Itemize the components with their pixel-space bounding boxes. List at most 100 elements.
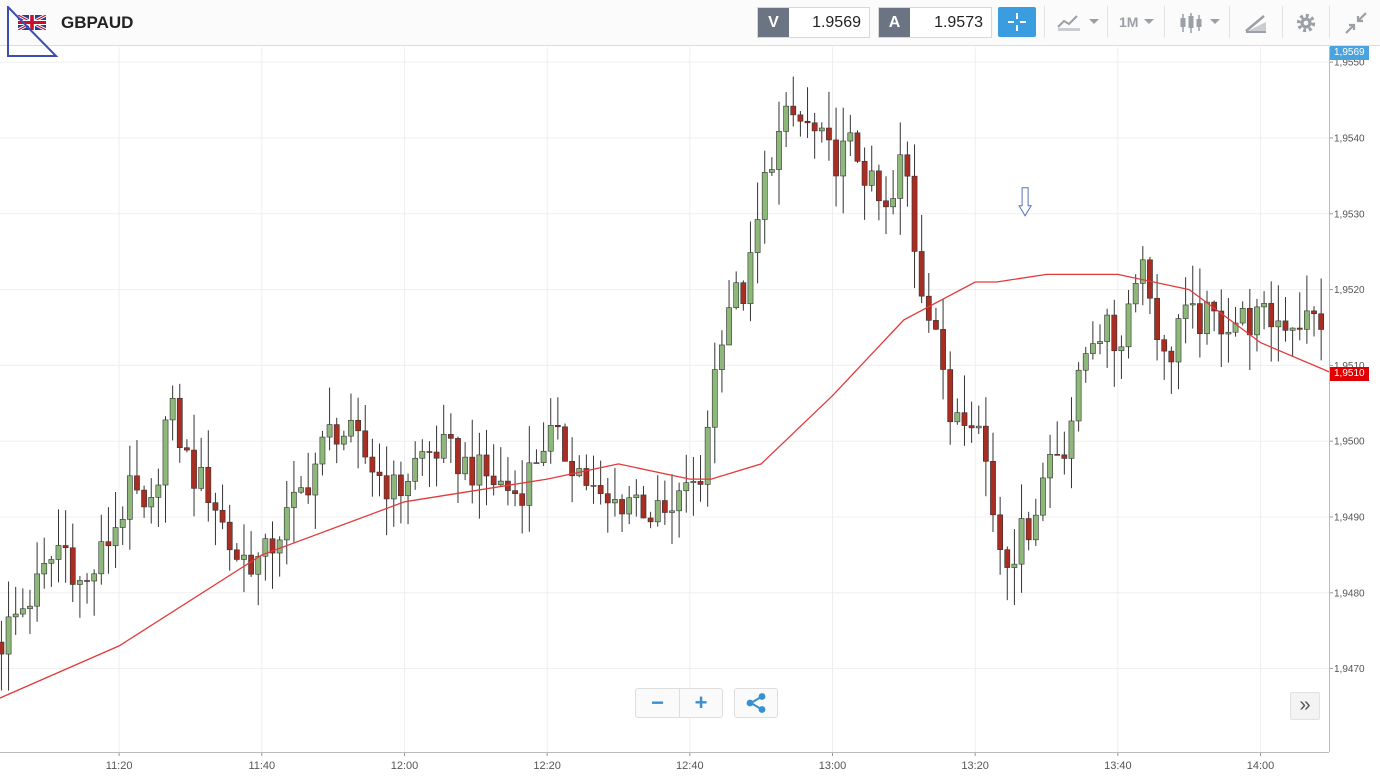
candle: [740, 280, 747, 311]
line-chart-icon: [1057, 15, 1080, 31]
candle-body-up: [1189, 303, 1196, 306]
candle: [269, 521, 276, 589]
candle: [1254, 298, 1260, 352]
candle: [1147, 256, 1153, 314]
chart-type-button[interactable]: [1044, 6, 1107, 38]
candle: [469, 419, 476, 504]
candle-body-up: [1068, 420, 1075, 459]
candle-body-up: [1204, 301, 1210, 334]
candle-body-up: [975, 425, 982, 429]
x-tick-label: 12:20: [533, 760, 561, 772]
candle: [262, 533, 269, 581]
candle: [1275, 285, 1282, 362]
buy-price: 1.9573: [934, 14, 983, 31]
candle: [533, 449, 540, 464]
candle: [1111, 299, 1118, 387]
candle: [505, 457, 511, 506]
drawing-tools-button[interactable]: [1229, 6, 1282, 38]
buy-quote-button[interactable]: A 1.9573: [878, 7, 992, 38]
candle: [925, 273, 932, 333]
down-arrow-marker: [1018, 187, 1032, 217]
candle: [12, 586, 19, 635]
candle: [490, 444, 497, 496]
chart-toolbar: GBPAUD V 1.9569 A 1.9573 1M: [0, 0, 1380, 46]
settings-button[interactable]: [1282, 6, 1329, 38]
candle: [804, 87, 811, 138]
candle-body-up: [690, 481, 697, 483]
candle-body-down: [940, 329, 946, 370]
candle-body-up: [298, 487, 304, 493]
candle-body-up: [19, 608, 26, 615]
candle-body-up: [669, 510, 675, 513]
candle: [997, 496, 1004, 575]
candle-body-down: [911, 175, 918, 252]
candle: [184, 439, 190, 453]
scroll-to-latest-button[interactable]: »: [1290, 692, 1320, 720]
candle-body-up: [41, 563, 48, 575]
candle: [298, 476, 304, 494]
candle: [333, 417, 340, 464]
candle: [55, 509, 62, 583]
candle: [726, 280, 732, 346]
chevron-down-icon: [1210, 19, 1220, 24]
chevron-down-icon: [1144, 19, 1154, 24]
candle: [569, 437, 575, 503]
candle: [676, 482, 682, 538]
candle: [747, 221, 754, 322]
double-chevron-right-icon: »: [1299, 694, 1311, 716]
zoom-in-button[interactable]: +: [680, 689, 722, 717]
candle-body-up: [1125, 303, 1132, 348]
x-tick-label: 14:00: [1247, 760, 1275, 772]
candle-body-down: [1268, 303, 1275, 328]
grid-lines: [0, 47, 1329, 752]
candle-style-button[interactable]: [1164, 6, 1229, 38]
zoom-out-button[interactable]: −: [636, 689, 680, 717]
candle: [697, 455, 704, 502]
collapse-button[interactable]: [1329, 6, 1380, 38]
candle-body-up: [319, 436, 326, 465]
candle: [1090, 321, 1096, 360]
chevron-down-icon: [1089, 19, 1099, 24]
candle: [918, 214, 925, 304]
share-button[interactable]: [734, 688, 778, 718]
candle: [205, 430, 212, 522]
candle: [383, 446, 390, 536]
candle: [340, 430, 347, 451]
candle-body-up: [91, 573, 98, 582]
candle-body-up: [34, 573, 40, 607]
candle: [890, 169, 897, 215]
candle: [1054, 421, 1061, 456]
candle-body-up: [626, 497, 633, 515]
timeframe-button[interactable]: 1M: [1107, 6, 1164, 38]
candle-body-up: [540, 450, 547, 463]
candle: [647, 511, 654, 529]
candle-body-up: [12, 613, 19, 618]
candle-body-down: [426, 451, 433, 453]
price-chart[interactable]: 1,9470 1,9480 1,9490 1,9500 1,9510 1,9520 1,95…: [0, 46, 1380, 782]
candle: [519, 460, 526, 534]
candle: [1318, 278, 1325, 361]
sell-quote-button[interactable]: V 1.9569: [757, 7, 870, 38]
candle-body-down: [176, 397, 183, 449]
candle-body-down: [904, 154, 911, 177]
candle-body-up: [1032, 514, 1039, 541]
candle: [704, 410, 711, 507]
candle-body-up: [719, 344, 725, 370]
candle: [1097, 324, 1103, 355]
candle-body-up: [754, 219, 761, 253]
collapse-arrows-icon: [1345, 12, 1367, 34]
candle: [783, 92, 789, 147]
candle-body-up: [1047, 454, 1053, 479]
candle: [711, 342, 718, 464]
candle: [48, 555, 55, 587]
candle-body-down: [248, 554, 254, 575]
candle-body-down: [604, 493, 611, 504]
candle: [248, 531, 254, 577]
candle: [554, 397, 561, 440]
crosshair-button[interactable]: [998, 7, 1036, 37]
candle-body-up: [890, 198, 897, 208]
axes: 1,9470 1,9480 1,9490 1,9500 1,9510 1,9520 1,95…: [0, 47, 1365, 772]
x-tick-label: 13:20: [961, 760, 989, 772]
candle-body-up: [761, 172, 768, 220]
candle: [797, 111, 804, 137]
